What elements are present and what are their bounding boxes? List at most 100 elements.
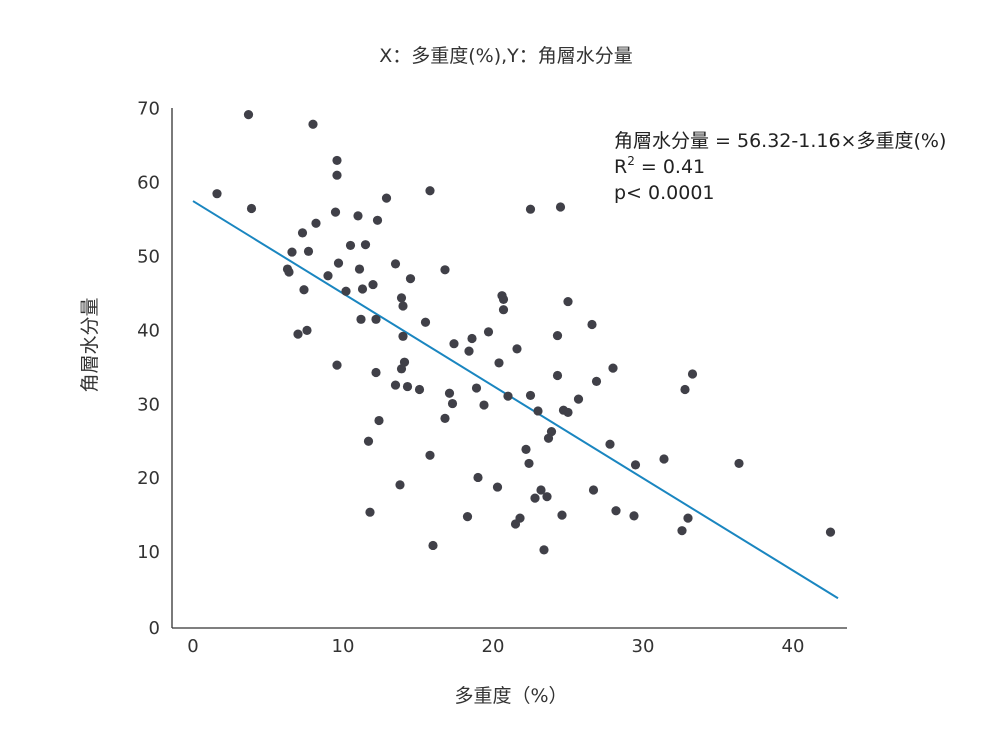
regression-annotation: 角層水分量 = 56.32-1.16×多重度(%) R2 = 0.41 p< 0… [614,130,946,204]
x-tick-label: 20 [482,636,505,657]
x-tick-label: 30 [632,636,655,657]
data-point [381,193,392,203]
y-tick-label: 70 [137,99,160,120]
data-point [552,330,563,341]
data-point [323,271,333,281]
data-point [332,360,342,370]
data-point [399,357,410,367]
data-point [524,458,534,469]
x-tick-label: 0 [187,636,198,657]
data-point [512,344,522,354]
data-point [588,485,599,495]
data-point [405,274,416,284]
data-point [546,427,557,437]
y-tick-label: 60 [137,173,160,194]
data-point [677,526,687,536]
data-point [483,327,494,337]
y-tick-label: 30 [137,394,160,415]
data-point [425,186,435,196]
data-point [287,247,297,257]
data-point [611,506,621,516]
y-tick-label: 50 [137,247,160,268]
data-point [345,240,356,251]
data-point [330,207,341,217]
y-tick-label: 0 [149,618,160,639]
data-point [530,493,540,503]
data-point [398,301,408,311]
r-squared-symbol: R [614,156,627,178]
data-point [449,339,459,349]
data-point [303,246,314,256]
data-point [659,454,669,464]
annotation-equation: 角層水分量 = 56.32-1.16×多重度(%) [614,130,946,152]
data-point [498,294,509,304]
data-point [425,450,435,460]
data-point [479,400,489,410]
data-point [464,346,474,356]
data-point [467,333,477,344]
y-axis-label: 角層水分量 [79,297,101,392]
data-point [440,413,450,423]
data-point [536,485,546,495]
data-point [402,381,413,392]
x-tick-label: 40 [782,636,805,657]
data-point [390,259,401,269]
data-point [473,472,483,483]
data-point [357,284,368,294]
data-point [525,390,536,401]
data-point [428,540,438,551]
data-point [687,369,698,379]
data-point [533,406,543,416]
data-point [374,415,384,426]
data-point [683,513,693,523]
data-point [420,317,431,327]
y-axis-ticks: 0 10 20 30 40 50 60 70 [137,99,160,639]
data-point [354,264,365,274]
data-point [371,314,381,324]
r-squared-value: = 0.41 [635,156,705,178]
data-point [629,511,639,521]
data-point [284,267,294,277]
data-point [542,492,552,502]
data-point [591,376,602,386]
r-squared-exponent: 2 [627,154,635,168]
data-point [630,460,641,470]
data-point [503,391,513,401]
data-point [398,331,408,341]
data-point [311,218,321,228]
y-tick-label: 20 [137,468,160,489]
data-point [341,286,351,296]
data-point [414,384,425,395]
x-tick-label: 10 [332,636,355,657]
data-point [363,436,374,446]
data-point [587,319,597,330]
data-point [299,285,309,295]
x-axis-ticks: 0 10 20 30 40 [187,636,804,657]
data-point [515,513,525,523]
data-point [539,545,549,555]
y-tick-label: 10 [137,542,160,563]
data-point [246,203,257,214]
data-point [390,380,401,390]
data-point [444,388,455,398]
data-point [440,265,450,275]
data-point [333,258,344,268]
data-point [563,407,573,418]
data-point [360,240,371,250]
data-point [365,507,375,517]
data-point [555,202,566,212]
data-point [243,110,254,120]
data-point [308,119,318,129]
data-point [353,211,363,221]
data-point [332,155,342,166]
annotation-r-squared: R2 = 0.41 [614,154,705,178]
data-point [471,383,482,393]
data-point [608,363,618,373]
data-points [212,110,836,555]
data-point [680,384,690,395]
data-point [573,394,584,404]
data-point [447,398,458,409]
data-point [498,305,509,315]
data-point [396,293,407,303]
data-point [371,367,381,378]
